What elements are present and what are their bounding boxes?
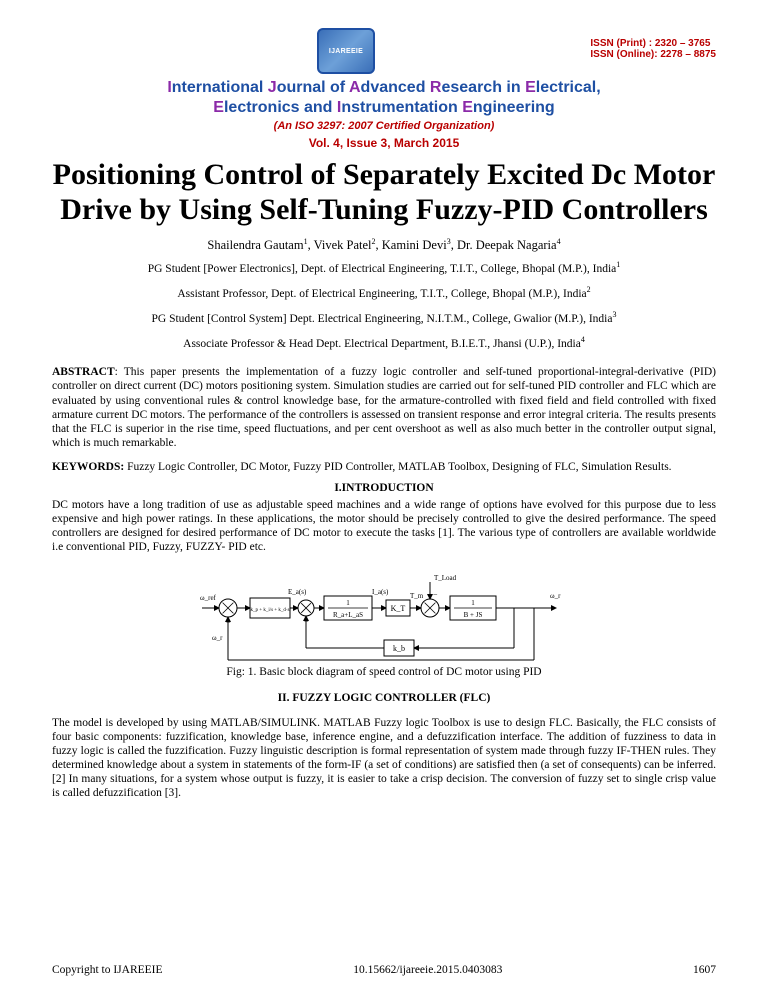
- svg-text:1: 1: [346, 599, 350, 607]
- svg-text:T_Load: T_Load: [434, 574, 457, 582]
- authors: Shailendra Gautam1, Vivek Patel2, Kamini…: [52, 237, 716, 253]
- svg-text:I_a(s): I_a(s): [372, 588, 389, 596]
- abstract-text: : This paper presents the implementation…: [52, 366, 716, 448]
- block-diagram: ω_refE_a(s)I_a(s)T_mω_rT_Loadω_r+−k_p + …: [194, 562, 574, 662]
- affiliation: Associate Professor & Head Dept. Electri…: [52, 334, 716, 353]
- svg-text:−: −: [226, 618, 231, 627]
- header-row: IJAREEIE ISSN (Print) : 2320 – 3765 ISSN…: [52, 28, 716, 74]
- section-intro-head: I.INTRODUCTION: [52, 482, 716, 494]
- svg-text:ω_ref: ω_ref: [200, 594, 217, 602]
- svg-text:+: +: [416, 604, 420, 612]
- issn-block: ISSN (Print) : 2320 – 3765 ISSN (Online)…: [590, 38, 716, 60]
- paper-title: Positioning Control of Separately Excite…: [52, 158, 716, 227]
- iso-cert: (An ISO 3297: 2007 Certified Organizatio…: [52, 120, 716, 132]
- page: IJAREEIE ISSN (Print) : 2320 – 3765 ISSN…: [0, 0, 768, 994]
- affiliation: Assistant Professor, Dept. of Electrical…: [52, 284, 716, 303]
- svg-text:−: −: [433, 590, 438, 599]
- intro-body: DC motors have a long tradition of use a…: [52, 498, 716, 554]
- footer-right: 1607: [693, 964, 716, 976]
- journal-title-line2: Electronics and Instrumentation Engineer…: [52, 98, 716, 118]
- svg-text:k_b: k_b: [393, 644, 405, 653]
- svg-text:+: +: [293, 604, 297, 612]
- figure-1: ω_refE_a(s)I_a(s)T_mω_rT_Loadω_r+−k_p + …: [52, 562, 716, 662]
- svg-text:E_a(s): E_a(s): [288, 588, 307, 596]
- footer-center: 10.15662/ijareeie.2015.0403083: [353, 964, 502, 976]
- svg-text:ω_r: ω_r: [212, 634, 223, 642]
- journal-logo: IJAREEIE: [317, 28, 375, 74]
- journal-title-line1: International Journal of Advanced Resear…: [52, 78, 716, 98]
- journal-title: International Journal of Advanced Resear…: [52, 78, 716, 118]
- affiliations: PG Student [Power Electronics], Dept. of…: [52, 259, 716, 353]
- svg-text:B + JS: B + JS: [464, 611, 483, 619]
- footer-left: Copyright to IJAREEIE: [52, 964, 163, 976]
- svg-text:ω_r: ω_r: [550, 592, 561, 600]
- svg-text:k_p + k_i/s + k_d·s: k_p + k_i/s + k_d·s: [251, 608, 290, 613]
- issn-print: ISSN (Print) : 2320 – 3765: [590, 38, 716, 49]
- flc-body: The model is developed by using MATLAB/S…: [52, 716, 716, 800]
- keywords-text: Fuzzy Logic Controller, DC Motor, Fuzzy …: [124, 461, 671, 473]
- svg-text:−: −: [304, 617, 309, 626]
- affiliation: PG Student [Control System] Dept. Electr…: [52, 309, 716, 328]
- keywords-label: KEYWORDS:: [52, 461, 124, 473]
- svg-text:+: +: [214, 604, 218, 612]
- logo-wrap: IJAREEIE: [317, 28, 377, 74]
- svg-text:T_m: T_m: [410, 592, 424, 600]
- issn-online: ISSN (Online): 2278 – 8875: [590, 49, 716, 60]
- footer: Copyright to IJAREEIE 10.15662/ijareeie.…: [52, 964, 716, 976]
- volume-issue: Vol. 4, Issue 3, March 2015: [52, 136, 716, 150]
- svg-text:K_T: K_T: [391, 604, 406, 613]
- abstract-label: ABSTRACT: [52, 366, 115, 378]
- figure-1-caption: Fig: 1. Basic block diagram of speed con…: [52, 666, 716, 678]
- affiliation: PG Student [Power Electronics], Dept. of…: [52, 259, 716, 278]
- svg-text:1: 1: [471, 599, 475, 607]
- section-flc-head: II. FUZZY LOGIC CONTROLLER (FLC): [52, 692, 716, 704]
- svg-text:R_a+L_aS: R_a+L_aS: [333, 611, 363, 619]
- keywords: KEYWORDS: Fuzzy Logic Controller, DC Mot…: [52, 460, 716, 474]
- abstract: ABSTRACT: This paper presents the implem…: [52, 365, 716, 449]
